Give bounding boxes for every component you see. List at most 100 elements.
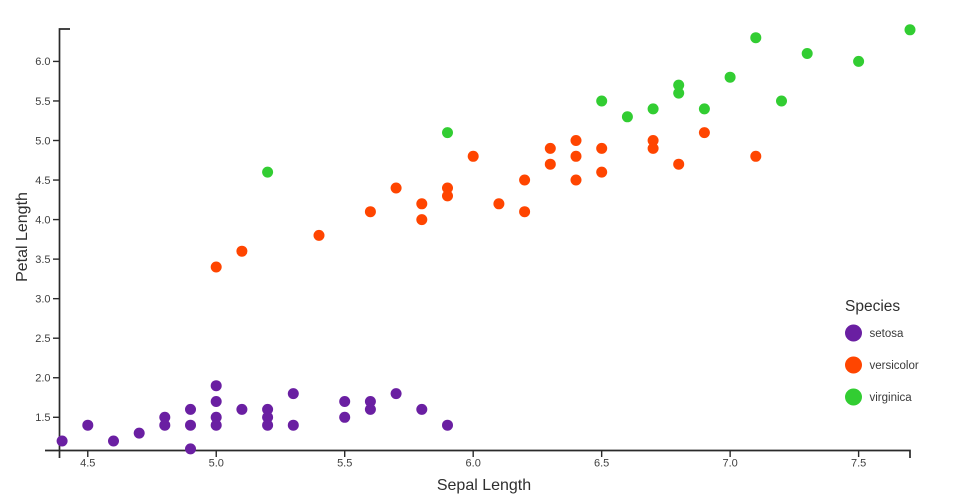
y-tick-label: 3.0 [35, 293, 50, 305]
data-point-setosa [287, 419, 299, 431]
data-point-setosa [442, 419, 453, 431]
y-tick-label: 3.5 [35, 254, 50, 266]
data-point-versicolor [236, 245, 248, 257]
data-point-versicolor [570, 150, 582, 162]
data-point-setosa [133, 427, 145, 439]
data-point-setosa [339, 411, 351, 423]
data-point-versicolor [364, 206, 376, 218]
y-axis-ticks: 1.5 2.0 2.5 3.0 3.5 4.0 4.5 5.0 5.5 6.0 [35, 56, 60, 424]
x-tick-label: 6.0 [466, 458, 481, 470]
data-point-versicolor [416, 214, 428, 226]
data-point-versicolor [442, 182, 453, 194]
data-point-setosa [108, 435, 119, 447]
data-point-virginica [647, 103, 659, 115]
data-point-setosa [82, 419, 94, 431]
y-tick-label: 5.5 [35, 96, 50, 108]
y-tick-label: 6.0 [35, 56, 50, 68]
data-point-versicolor [596, 166, 608, 178]
x-axis-line [45, 449, 911, 458]
data-point-virginica [776, 95, 787, 107]
data-point-virginica [801, 48, 813, 59]
legend-item-virginica[interactable]: virginica [845, 388, 913, 406]
legend-title: Species [845, 298, 900, 315]
data-point-setosa [56, 435, 68, 447]
y-tick-label: 2.5 [35, 333, 50, 345]
legend-swatch-versicolor [845, 356, 862, 374]
data-point-versicolor [210, 261, 222, 273]
data-point-setosa [210, 411, 222, 423]
legend-item-versicolor[interactable]: versicolor [845, 356, 919, 374]
data-point-setosa [262, 403, 274, 415]
x-tick-label: 4.5 [80, 458, 95, 470]
data-point-versicolor [493, 198, 505, 210]
data-point-versicolor [673, 158, 685, 170]
x-tick-label: 6.5 [594, 458, 609, 470]
data-point-setosa [210, 396, 222, 407]
y-tick-label: 4.0 [35, 214, 50, 226]
data-point-setosa [236, 403, 248, 415]
data-point-setosa [185, 419, 196, 431]
data-point-versicolor [390, 182, 402, 194]
data-point-setosa [185, 443, 196, 455]
data-point-versicolor [416, 198, 428, 210]
y-tick-label: 5.0 [35, 135, 50, 147]
data-point-versicolor [596, 142, 608, 154]
data-point-setosa [262, 411, 274, 423]
legend-label: virginica [870, 392, 913, 404]
data-point-virginica [853, 55, 865, 67]
legend-swatch-setosa [845, 324, 862, 342]
data-point-versicolor [442, 190, 453, 202]
data-point-virginica [750, 32, 762, 44]
x-axis-ticks: 4.5 5.0 5.5 6.0 6.5 7.0 7.5 [80, 450, 866, 470]
data-point-versicolor [519, 206, 531, 218]
data-point-versicolor [698, 127, 710, 139]
data-points [56, 24, 916, 455]
data-point-virginica [698, 103, 710, 115]
y-tick-label: 2.0 [35, 373, 50, 385]
data-point-setosa [364, 403, 376, 415]
data-point-virginica [262, 166, 274, 178]
data-point-versicolor [313, 229, 325, 241]
data-point-versicolor [570, 135, 582, 146]
x-tick-label: 7.0 [722, 458, 737, 470]
data-point-versicolor [519, 174, 531, 186]
legend-item-setosa[interactable]: setosa [845, 324, 904, 342]
data-point-setosa [262, 419, 274, 431]
data-point-virginica [596, 95, 608, 107]
x-tick-label: 5.5 [337, 458, 352, 470]
data-point-virginica [724, 71, 736, 83]
x-tick-label: 7.5 [851, 458, 866, 470]
data-point-virginica [673, 87, 685, 99]
data-point-virginica [904, 24, 916, 36]
legend: Species setosa versicolor virginica [845, 298, 919, 406]
data-point-setosa [159, 411, 171, 423]
y-axis-line [58, 28, 70, 458]
data-point-setosa [210, 380, 222, 392]
data-point-setosa [364, 396, 376, 407]
legend-label: versicolor [870, 360, 919, 372]
data-point-setosa [287, 388, 299, 400]
data-point-versicolor [647, 142, 659, 154]
data-point-versicolor [647, 135, 659, 146]
data-point-versicolor [750, 150, 762, 162]
data-point-setosa [159, 419, 171, 431]
data-point-setosa [339, 396, 351, 407]
data-point-versicolor [544, 158, 556, 170]
y-tick-label: 4.5 [35, 175, 50, 187]
x-tick-label: 5.0 [209, 458, 224, 470]
data-point-versicolor [544, 142, 556, 154]
data-point-versicolor [467, 150, 479, 162]
data-point-virginica [673, 79, 685, 91]
y-axis-title: Petal Length [14, 192, 31, 282]
data-point-versicolor [570, 174, 582, 186]
x-axis-title: Sepal Length [437, 477, 531, 494]
data-point-setosa [390, 388, 402, 400]
legend-label: setosa [870, 328, 904, 340]
legend-swatch-virginica [845, 388, 862, 406]
data-point-setosa [416, 403, 428, 415]
data-point-setosa [185, 403, 196, 415]
axes [45, 28, 911, 458]
data-point-virginica [442, 127, 453, 139]
